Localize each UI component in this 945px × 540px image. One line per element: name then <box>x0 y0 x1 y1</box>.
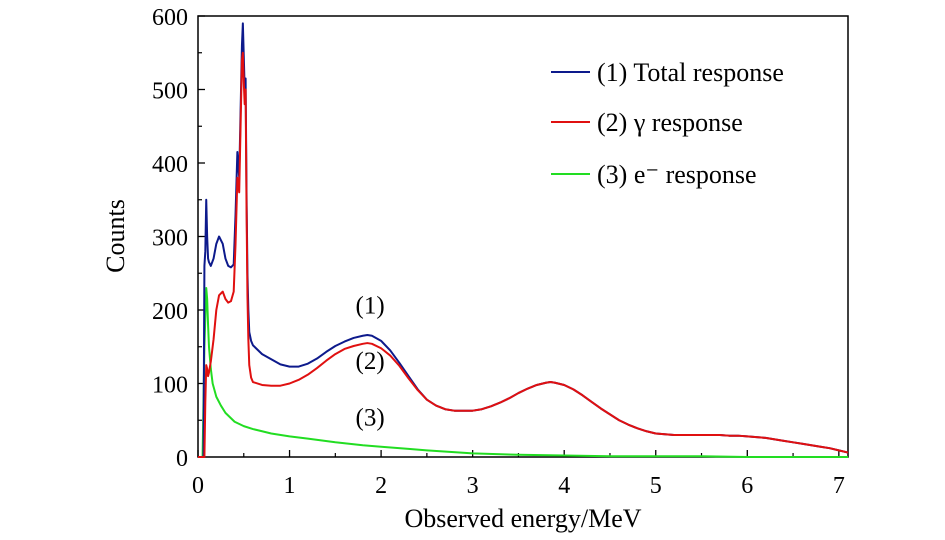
x-tick-label: 4 <box>558 473 570 499</box>
x-tick-label: 5 <box>650 473 662 499</box>
legend-entry-electron: (3) e⁻ response <box>551 160 757 189</box>
y-tick-label: 200 <box>152 299 188 325</box>
curve-annotation: (3) <box>356 404 385 431</box>
legend-label-total: (1) Total response <box>597 58 784 87</box>
y-tick-label: 400 <box>152 152 188 178</box>
x-tick-label: 3 <box>467 473 479 499</box>
y-axis-label: Counts <box>101 199 130 273</box>
legend: (1) Total response (2) γ response (3) e⁻… <box>551 58 784 189</box>
x-axis-label: Observed energy/MeV <box>404 504 641 533</box>
y-tick-label: 0 <box>176 446 188 472</box>
x-tick-label: 0 <box>192 473 204 499</box>
y-tick-label: 600 <box>152 5 188 31</box>
legend-entry-total: (1) Total response <box>551 58 784 87</box>
legend-entry-gamma: (2) γ response <box>551 108 743 137</box>
x-tick-label: 2 <box>375 473 387 499</box>
legend-label-electron: (3) e⁻ response <box>597 160 757 189</box>
y-axis: 0 100 200 300 400 500 600 <box>152 5 205 472</box>
curve-annotation: (2) <box>356 348 385 375</box>
series-layer <box>198 22 849 458</box>
legend-label-gamma: (2) γ response <box>597 108 743 137</box>
y-tick-label: 100 <box>152 373 188 399</box>
x-axis: 0 1 2 3 4 5 6 7 <box>192 450 845 499</box>
series-line-gamma <box>198 51 849 458</box>
y-tick-label: 500 <box>152 79 188 105</box>
curve-annotation: (1) <box>356 293 385 320</box>
series-line-electron <box>198 286 848 458</box>
x-tick-label: 7 <box>833 473 845 499</box>
annotations: (1) (2) (3) <box>356 293 385 432</box>
x-tick-label: 1 <box>284 473 296 499</box>
x-tick-label: 6 <box>741 473 753 499</box>
y-tick-label: 300 <box>152 226 188 252</box>
